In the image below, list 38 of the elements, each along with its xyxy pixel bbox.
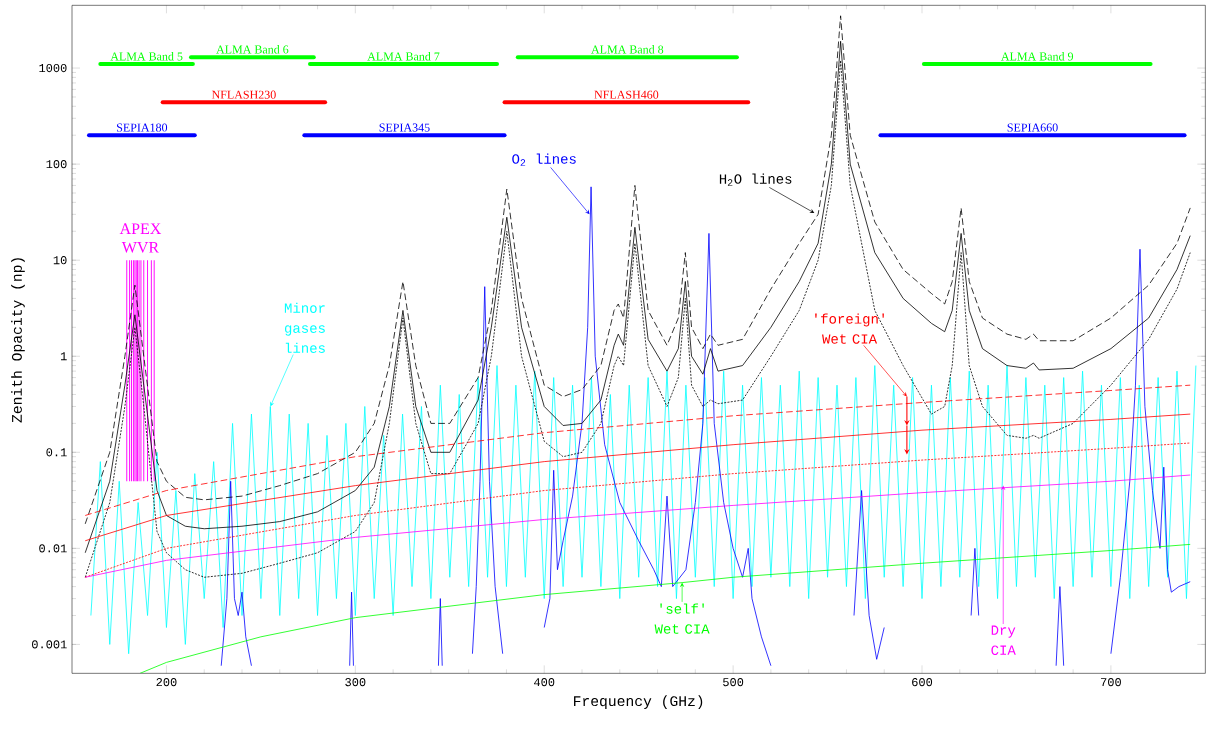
series-label: NFLASH230 [211,90,276,99]
x-tick-label: 300 [345,678,366,687]
y-tick-label: 0.01 [39,544,67,553]
annotation: Minor gases lines [284,302,325,353]
y-tick-label: 100 [46,160,67,169]
series-label: ALMA Band 9 [1001,52,1074,61]
line-series [90,365,1197,655]
x-tick-label: 600 [912,678,933,687]
line-series [84,474,1191,578]
series-label: ALMA Band 7 [367,52,440,61]
y-tick-label: 10 [53,256,67,265]
y-tick-label: 0.001 [32,640,67,649]
x-tick-label: 700 [1101,678,1121,687]
y-tick-label: 0.1 [46,448,67,457]
line-series [84,442,1191,578]
x-tick-label: 500 [723,678,744,687]
x-tick-label: 400 [534,678,555,687]
series-label: SEPIA180 [117,123,168,132]
series-label: APEX WVR [119,223,162,253]
line-series [84,384,1191,516]
x-axis-title: Frequency (GHz) [574,695,703,710]
annotation: 'self' Wet CIA [654,603,710,634]
annotation: H$_{2}$O lines [719,173,792,186]
series-label: ALMA Band 8 [591,45,664,54]
x-tick-label: 200 [156,678,177,687]
y-tick-label: 1000 [39,63,67,73]
series-label: SEPIA345 [379,123,430,132]
line-series [139,543,1191,674]
series-label: SEPIA660 [1007,123,1058,132]
y-tick-label: 1 [60,352,67,361]
series-label: NFLASH460 [594,90,659,99]
series-label: ALMA Band 6 [216,45,289,54]
series-label: ALMA Band 5 [110,52,183,61]
annotation: Dry CIA [991,625,1016,655]
annotation: 'foreign' Wet CIA [815,313,884,344]
y-axis-title: Zenith Opacity (np) [11,258,25,423]
line-series [84,413,1191,542]
annotation: O$_{2}$ lines [512,153,576,166]
